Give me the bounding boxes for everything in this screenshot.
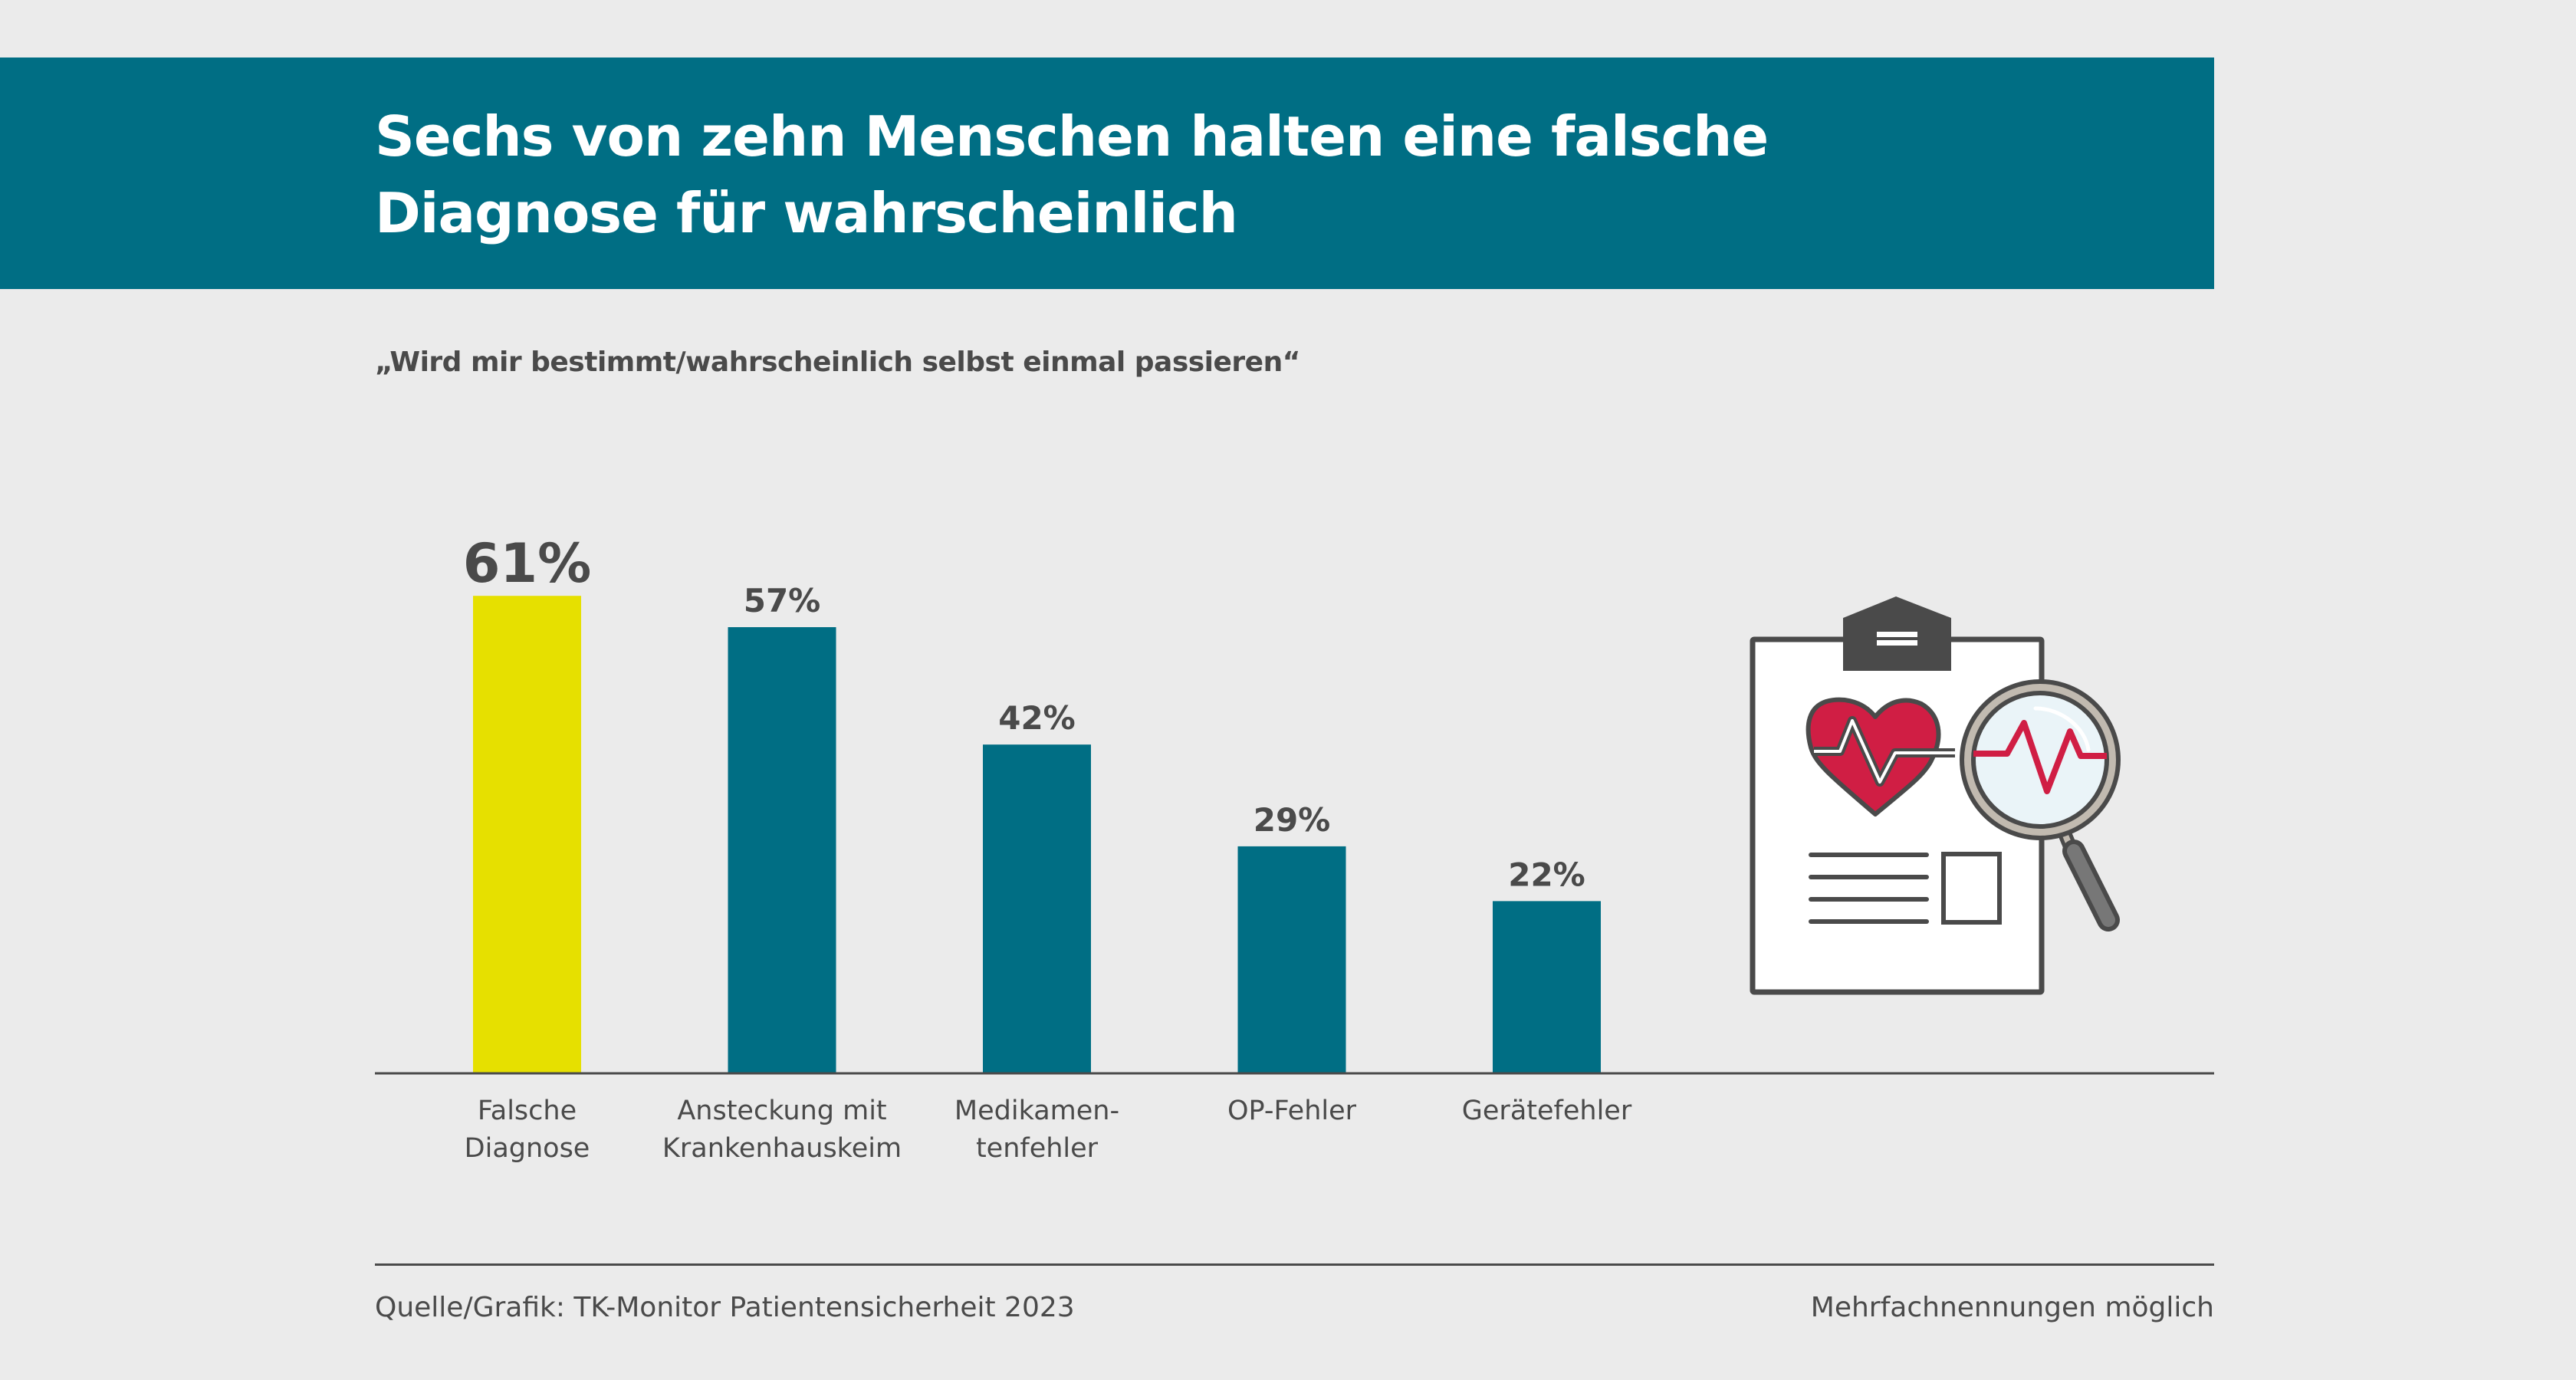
magnifying-glass-icon bbox=[1960, 679, 2121, 932]
category-label-1-line-0: Ansteckung mit bbox=[677, 1096, 886, 1126]
text-lines-icon bbox=[1809, 853, 1929, 924]
category-label-4-line-0: Gerätefehler bbox=[1462, 1096, 1632, 1126]
value-label-2: 42% bbox=[998, 699, 1076, 737]
bar-0 bbox=[473, 596, 581, 1073]
value-labels-group: 61% 57% 42% 29% 22% bbox=[463, 532, 1585, 893]
page-title: Sechs von zehn Menschen halten eine fals… bbox=[375, 98, 2062, 251]
title-line-2: Diagnose für wahrscheinlich bbox=[375, 181, 1238, 245]
category-labels-group: Falsche Diagnose Ansteckung mit Krankenhaus… bbox=[465, 1096, 1632, 1164]
value-label-1: 57% bbox=[744, 582, 821, 619]
source-note: Quelle/Grafik: TK-Monitor Patientensiche… bbox=[375, 1292, 1075, 1323]
value-label-3: 29% bbox=[1254, 801, 1331, 839]
clipboard-heart-magnifier-illustration bbox=[1750, 596, 2121, 995]
chart-subtitle: „Wird mir bestimmt/wahrscheinlich selbst… bbox=[375, 347, 1300, 378]
bar-4 bbox=[1493, 901, 1601, 1073]
bars-group bbox=[473, 596, 1601, 1073]
category-label-3-line-0: OP-Fehler bbox=[1227, 1096, 1357, 1126]
category-label-2-line-1: tenfehler bbox=[976, 1133, 1099, 1164]
category-label-2-line-0: Medikamen- bbox=[955, 1096, 1119, 1126]
bar-3 bbox=[1237, 846, 1346, 1073]
bar-1 bbox=[728, 627, 836, 1073]
value-label-0: 61% bbox=[463, 532, 592, 595]
footer-divider bbox=[375, 1263, 2214, 1266]
title-banner bbox=[0, 58, 2214, 289]
multiple-answers-note: Mehrfachnennungen möglich bbox=[1810, 1292, 2214, 1323]
title-line-1: Sechs von zehn Menschen halten eine fals… bbox=[375, 104, 1769, 169]
photo-box-icon bbox=[1941, 852, 2002, 925]
value-label-4: 22% bbox=[1508, 856, 1585, 893]
category-label-1-line-1: Krankenhauskeim bbox=[662, 1133, 902, 1164]
heart-icon bbox=[1806, 697, 1955, 816]
bar-2 bbox=[983, 744, 1091, 1073]
category-label-0-line-1: Diagnose bbox=[465, 1133, 590, 1164]
category-label-0-line-0: Falsche bbox=[478, 1096, 577, 1126]
